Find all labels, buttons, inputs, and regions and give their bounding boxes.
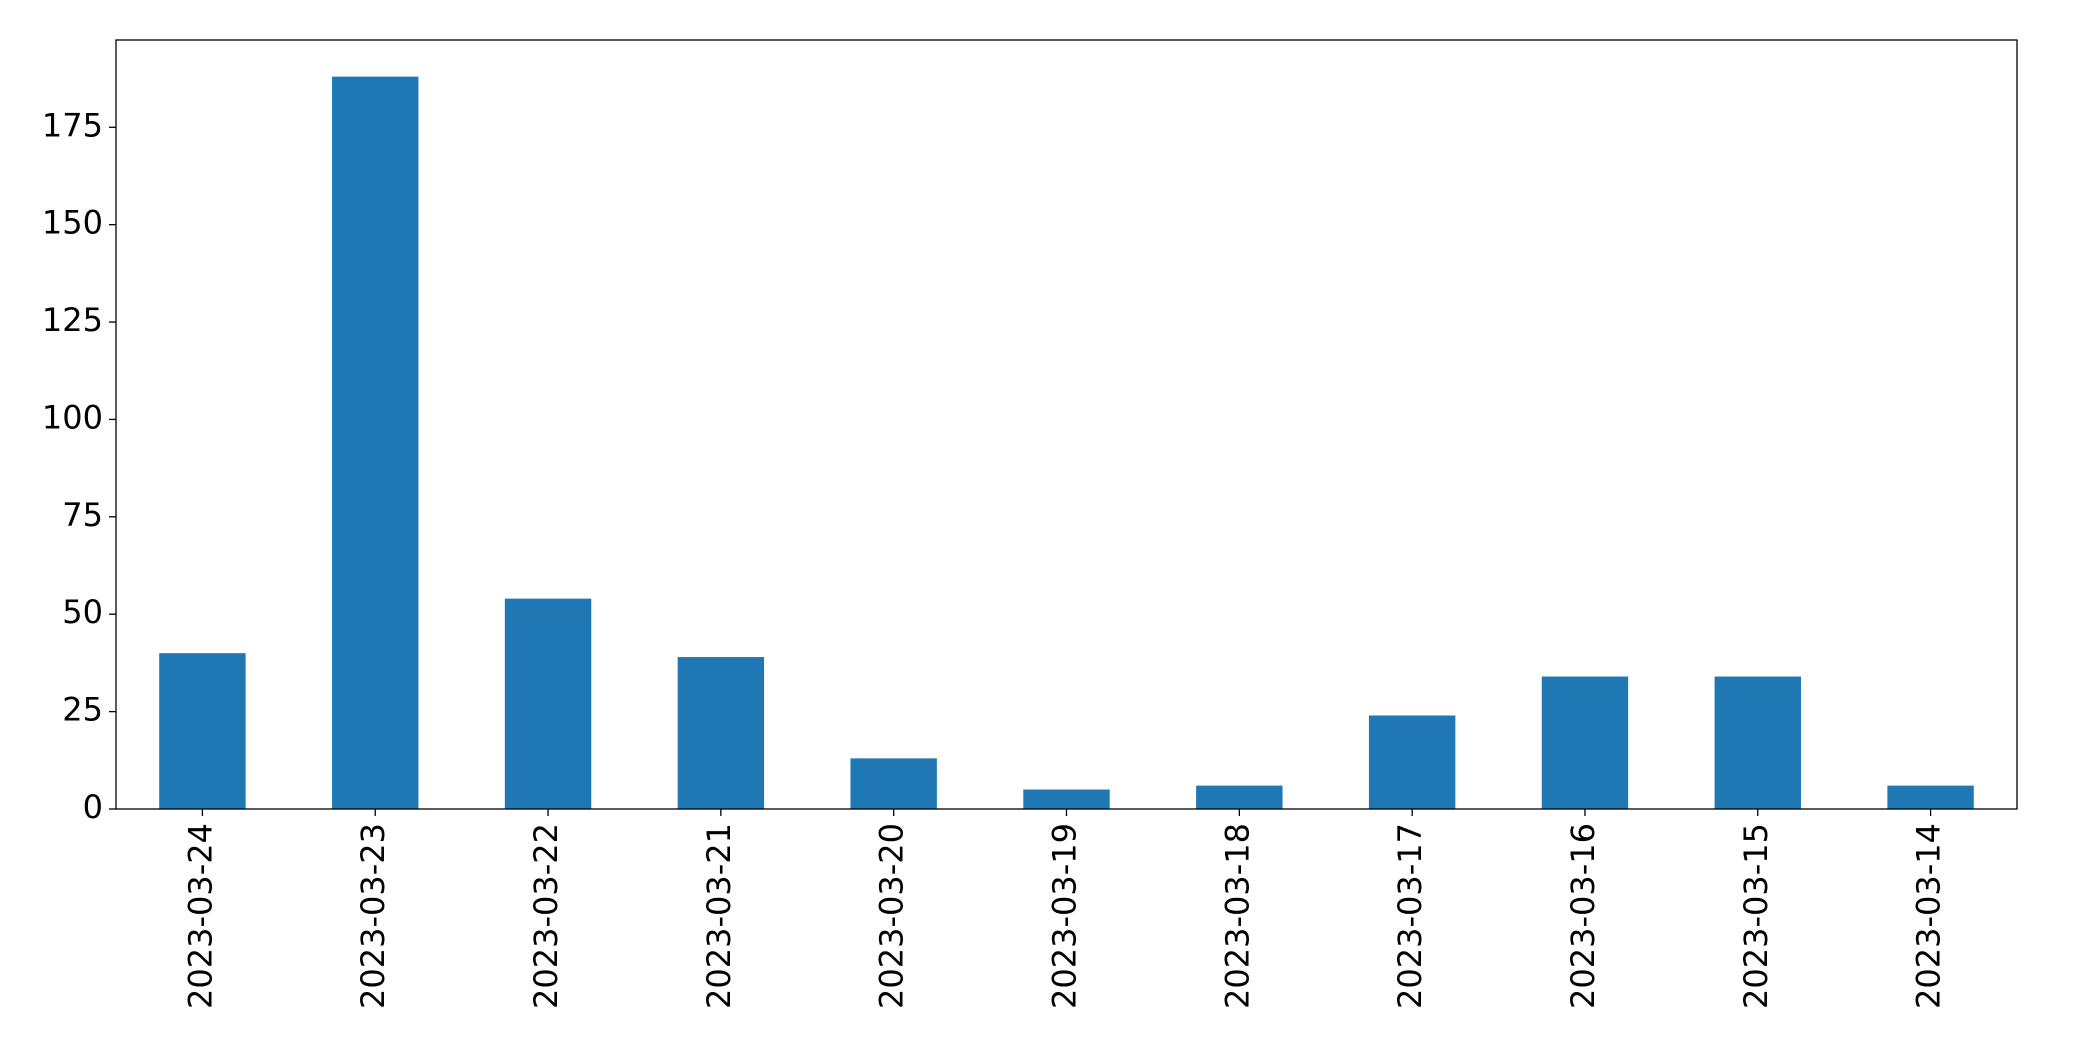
bar (1368, 715, 1456, 809)
plot-frame (115, 39, 2018, 810)
y-tick-label: 125 (42, 301, 103, 339)
y-tick-label: 100 (42, 398, 103, 436)
x-tick-label: 2023-03-24 (181, 823, 219, 1009)
y-tick-label: 150 (42, 204, 103, 242)
bar (1541, 676, 1629, 809)
x-tick-label: 2023-03-21 (700, 823, 738, 1009)
bar (850, 758, 937, 809)
y-tick-label: 175 (42, 106, 103, 144)
bar (332, 76, 419, 810)
x-tick-label: 2023-03-20 (873, 823, 911, 1009)
y-tick-label: 50 (62, 593, 103, 631)
bar (159, 653, 246, 809)
x-tick-label: 2023-03-19 (1046, 823, 1084, 1009)
x-tick-label: 2023-03-14 (1910, 823, 1948, 1009)
x-tick-label: 2023-03-22 (527, 823, 565, 1009)
x-tick-label: 2023-03-18 (1218, 823, 1256, 1009)
bar (1887, 785, 1974, 809)
x-tick-label: 2023-03-15 (1737, 823, 1775, 1009)
bar (504, 598, 592, 809)
bar (677, 657, 765, 809)
x-tick-label: 2023-03-23 (354, 823, 392, 1009)
x-tick-label: 2023-03-17 (1391, 823, 1429, 1009)
x-tick-label: 2023-03-16 (1564, 823, 1602, 1009)
bar (1196, 785, 1283, 809)
y-tick-label: 25 (62, 691, 103, 729)
bar (1023, 789, 1110, 809)
y-tick-label: 0 (83, 788, 103, 826)
bar (1714, 676, 1801, 809)
y-tick-label: 75 (62, 496, 103, 534)
